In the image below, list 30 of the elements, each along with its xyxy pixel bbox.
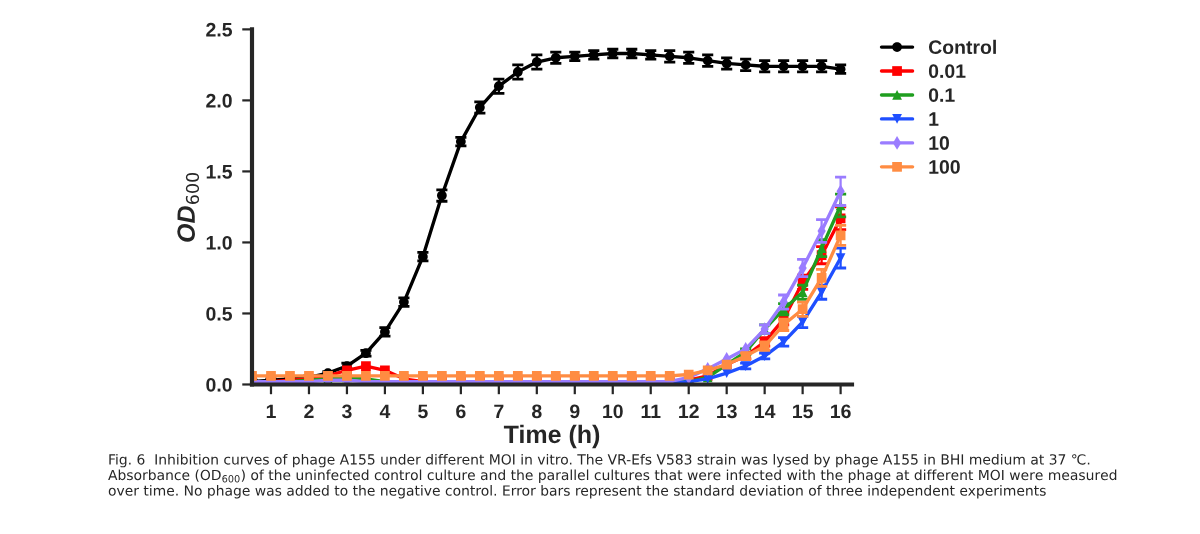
x-tick-label: 10 <box>603 404 623 419</box>
legend-label: 0.01 <box>928 64 966 79</box>
x-tick-label: 7 <box>494 404 504 419</box>
x-tick-label: 11 <box>641 404 661 419</box>
x-tick-label: 15 <box>793 404 813 419</box>
legend-label: 10 <box>929 136 949 150</box>
legend-label: Control <box>928 39 996 55</box>
x-tick-label: 12 <box>679 404 699 419</box>
y-tick-label: 2.5 <box>206 22 233 37</box>
x-tick-label: 2 <box>304 404 314 419</box>
x-tick-label: 9 <box>570 404 580 419</box>
x-tick-label: 16 <box>831 404 851 419</box>
x-axis-title: Time (h) <box>503 424 600 449</box>
legend-label: 100 <box>929 160 960 174</box>
x-tick-label: 6 <box>456 404 466 419</box>
legend-label: 0.1 <box>928 88 955 102</box>
x-tick-label: 13 <box>717 404 737 419</box>
y-tick-label: 0.5 <box>206 306 233 321</box>
x-tick-label: 5 <box>418 404 428 419</box>
x-tick-label: 4 <box>379 404 391 419</box>
legend-label: 1 <box>929 112 939 126</box>
y-axis-title: OD$_{600}$ <box>177 172 200 242</box>
x-tick-label: 8 <box>532 404 542 419</box>
y-tick-label: 2.0 <box>206 93 232 108</box>
x-tick-label: 14 <box>755 404 776 419</box>
y-tick-label: 0.0 <box>206 377 232 392</box>
x-tick-label: 1 <box>266 404 276 419</box>
x-tick-label: 3 <box>341 404 352 419</box>
y-tick-label: 1.5 <box>206 165 233 179</box>
y-tick-label: 1.0 <box>206 235 232 250</box>
